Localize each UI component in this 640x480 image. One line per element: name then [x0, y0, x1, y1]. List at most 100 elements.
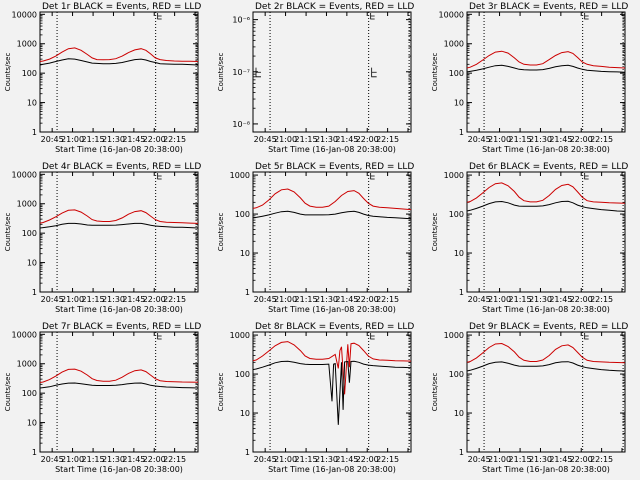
time-bracket-marker — [584, 13, 589, 20]
y-tick-label: 1 — [459, 288, 464, 297]
chart-title: Det 5r BLACK = Events, RED = LLD — [255, 162, 414, 172]
x-tick-label: 21:30 — [102, 295, 125, 304]
x-tick-label: 21:45 — [549, 295, 572, 304]
x-tick-label: 21:00 — [61, 295, 84, 304]
y-axis-label: Counts/sec — [217, 53, 225, 92]
x-tick-label: 22:00 — [356, 455, 379, 464]
plot-frame — [252, 171, 412, 293]
series-line-red — [466, 50, 626, 69]
x-tick-label: 21:45 — [335, 455, 358, 464]
time-bracket-marker — [584, 333, 589, 340]
x-axis-label: Start Time (16-Jan-08 20:38:00) — [268, 305, 396, 314]
y-tick-label: 100 — [235, 370, 250, 379]
y-axis-label: Counts/sec — [217, 213, 225, 252]
series-line-black — [252, 360, 412, 425]
x-tick-label: 21:15 — [509, 455, 532, 464]
time-bracket-marker — [157, 333, 162, 340]
y-tick-label: 1000 — [17, 40, 37, 49]
y-tick-label: 1 — [245, 288, 250, 297]
x-tick-label: 22:15 — [590, 135, 613, 144]
x-tick-label: 22:15 — [376, 455, 399, 464]
x-axis-label: Start Time (16-Jan-08 20:38:00) — [55, 465, 183, 474]
x-tick-label: 22:00 — [143, 295, 166, 304]
x-tick-label: 21:45 — [122, 135, 145, 144]
time-bracket-marker — [157, 173, 162, 180]
y-tick-label: 10 — [27, 259, 37, 268]
y-tick-label: 100 — [235, 210, 250, 219]
x-tick-label: 21:00 — [274, 135, 297, 144]
series-line-black — [39, 58, 199, 66]
x-tick-label: 21:15 — [509, 295, 532, 304]
x-tick-label: 21:45 — [335, 135, 358, 144]
x-tick-label: 22:15 — [590, 455, 613, 464]
y-axis-label: Counts/sec — [4, 53, 12, 92]
y-tick-label: 1000 — [230, 331, 250, 340]
x-tick-label: 20:45 — [254, 295, 277, 304]
plot-frame — [39, 331, 199, 453]
plot-frame — [466, 171, 626, 293]
x-tick-label: 21:45 — [122, 455, 145, 464]
x-tick-label: 21:30 — [315, 455, 338, 464]
x-tick-label: 21:15 — [295, 135, 318, 144]
time-bracket-marker — [370, 13, 375, 20]
series-line-red — [39, 47, 199, 62]
y-tick-label: 10000 — [439, 10, 464, 19]
x-axis-label: Start Time (16-Jan-08 20:38:00) — [55, 145, 183, 154]
y-axis-label: Counts/sec — [431, 53, 439, 92]
x-tick-label: 21:45 — [549, 135, 572, 144]
chart-panel-2: Det 2r BLACK = Events, RED = LLD Counts/s… — [217, 2, 414, 154]
x-tick-label: 22:15 — [376, 135, 399, 144]
x-tick-label: 21:15 — [82, 135, 105, 144]
x-tick-label: 22:15 — [163, 295, 186, 304]
x-tick-label: 21:30 — [315, 135, 338, 144]
y-tick-label: 1 — [459, 448, 464, 457]
y-tick-label: 1 — [32, 288, 37, 297]
series-line-red — [252, 188, 412, 211]
y-tick-label: 10 — [27, 419, 37, 428]
x-tick-label: 22:00 — [356, 295, 379, 304]
y-tick-label: 1000 — [17, 200, 37, 209]
y-axis-label: Counts/sec — [4, 213, 12, 252]
y-tick-label: 1000 — [444, 171, 464, 180]
x-tick-label: 21:30 — [102, 135, 125, 144]
y-axis-label: Counts/sec — [4, 373, 12, 412]
chart-title: Det 8r BLACK = Events, RED = LLD — [255, 322, 414, 332]
x-tick-label: 22:00 — [570, 295, 593, 304]
x-tick-label: 21:15 — [509, 135, 532, 144]
series-line-black — [466, 64, 626, 73]
y-tick-label: 100 — [22, 229, 37, 238]
y-tick-label: 1000 — [17, 360, 37, 369]
x-axis-label: Start Time (16-Jan-08 20:38:00) — [268, 145, 396, 154]
x-tick-label: 22:15 — [376, 295, 399, 304]
series-line-red — [252, 341, 412, 395]
chart-panel-7: Det 7r BLACK = Events, RED = LLD Counts/s… — [4, 322, 201, 474]
x-axis-label: Start Time (16-Jan-08 20:38:00) — [482, 465, 610, 474]
y-axis-label: Counts/sec — [217, 373, 225, 412]
x-tick-label: 21:00 — [488, 295, 511, 304]
y-tick-label: 10 — [240, 249, 250, 258]
y-tick-label: 10 — [240, 409, 250, 418]
y-axis-label: Counts/sec — [431, 373, 439, 412]
time-bracket-marker — [370, 333, 375, 340]
chart-panel-1: Det 1r BLACK = Events, RED = LLD Counts/s… — [4, 2, 201, 154]
x-tick-label: 21:30 — [315, 295, 338, 304]
chart-panel-5: Det 5r BLACK = Events, RED = LLD Counts/s… — [217, 162, 414, 314]
x-tick-label: 21:15 — [295, 295, 318, 304]
y-tick-label: 10 — [454, 409, 464, 418]
series-line-black — [466, 200, 626, 212]
x-tick-label: 21:45 — [122, 295, 145, 304]
x-tick-label: 21:15 — [82, 455, 105, 464]
x-tick-label: 21:00 — [61, 135, 84, 144]
x-tick-label: 20:45 — [41, 295, 64, 304]
x-tick-label: 21:30 — [529, 135, 552, 144]
x-tick-label: 20:45 — [254, 455, 277, 464]
x-tick-label: 20:45 — [41, 455, 64, 464]
x-tick-label: 22:15 — [590, 295, 613, 304]
y-tick-label: 10 — [27, 99, 37, 108]
y-tick-label: 100 — [449, 370, 464, 379]
y-tick-label: 100 — [22, 389, 37, 398]
x-tick-label: 21:45 — [335, 295, 358, 304]
series-line-black — [252, 210, 412, 220]
series-line-red — [39, 368, 199, 383]
